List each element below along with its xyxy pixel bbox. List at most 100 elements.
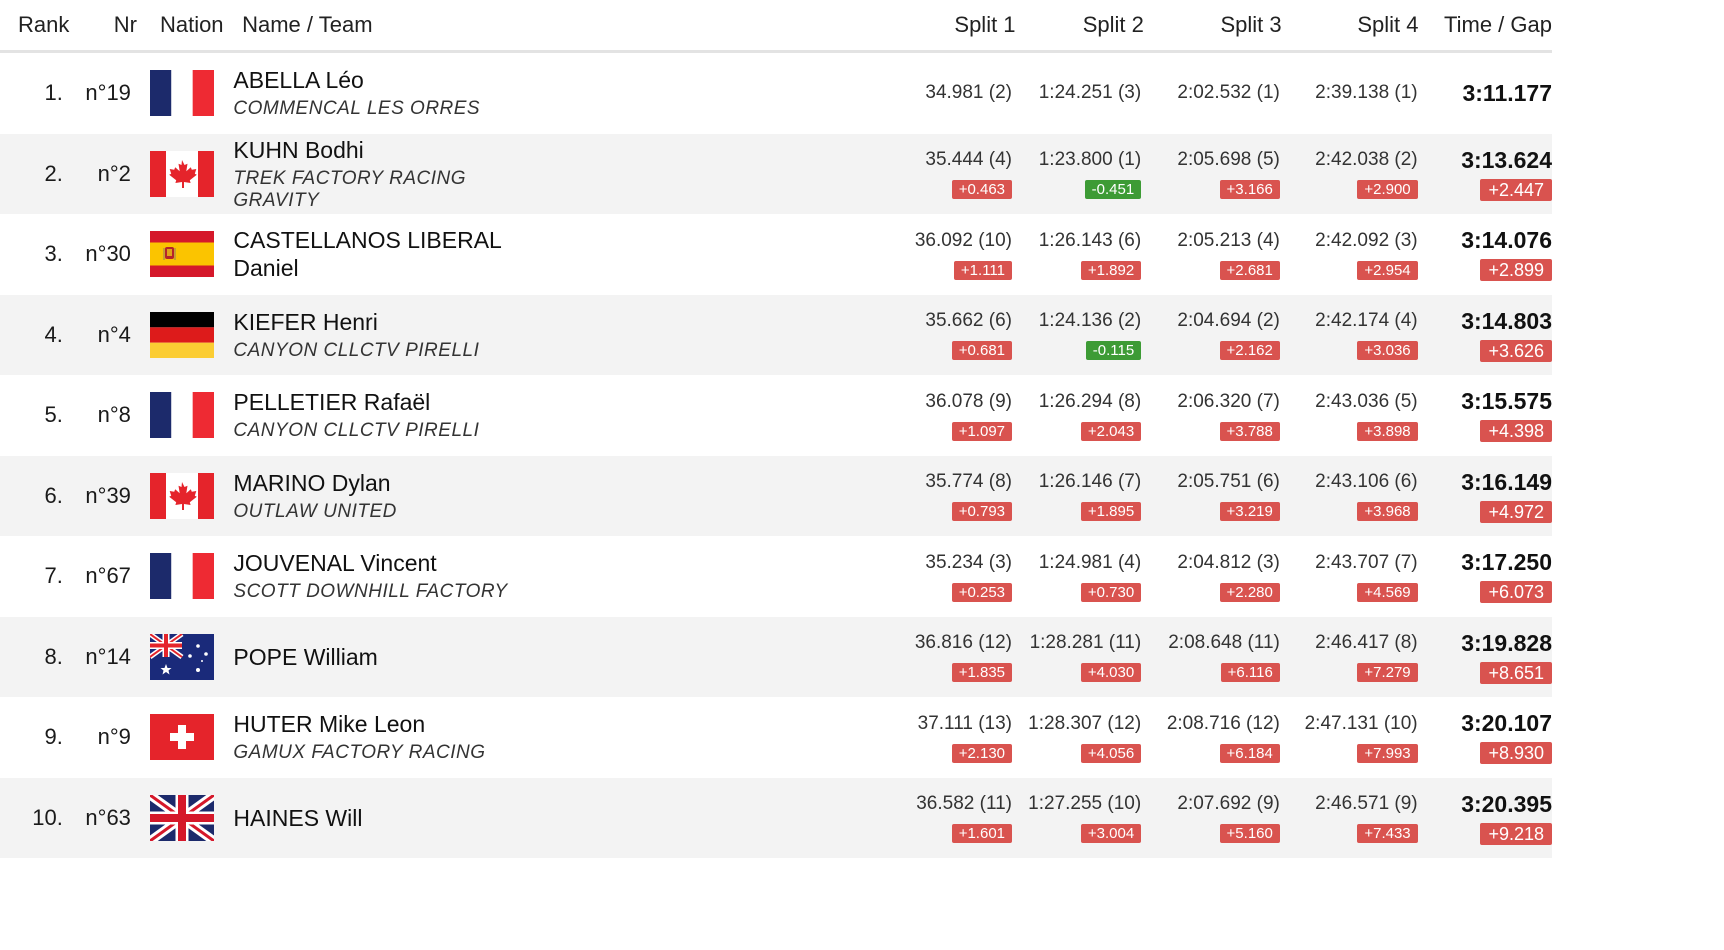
time-gap: 3:15.575 +4.398 — [1418, 388, 1552, 443]
split-1-time: 35.662 (6) — [925, 310, 1012, 332]
split-3-time: 2:08.716 (12) — [1166, 712, 1280, 734]
rider-name[interactable]: POPE William — [233, 643, 378, 670]
header-name-team[interactable]: Name / Team — [242, 12, 373, 37]
header-split-4[interactable]: Split 4 — [1357, 12, 1419, 37]
table-row[interactable]: 5. n°8 PELLETIER Rafaël CANYON CLLCTV PI… — [0, 375, 1552, 456]
table-row[interactable]: 4. n°4 KIEFER Henri CANYON CLLCTV PIRELL… — [0, 294, 1552, 375]
rider-name[interactable]: CASTELLANOS LIBERAL Daniel — [233, 227, 501, 282]
split-3: 2:04.812 (3) +2.280 — [1141, 551, 1280, 602]
split-2-gap-badge: +3.004 — [1080, 824, 1142, 844]
table-row[interactable]: 7. n°67 JOUVENAL Vincent SCOTT DOWNHILL … — [0, 536, 1552, 617]
flag-france-icon — [131, 392, 233, 439]
rider-name[interactable]: PELLETIER Rafaël — [233, 389, 431, 416]
table-row[interactable]: 2. n°2 KUHN Bodhi TREK FACTORY RACING GR… — [0, 133, 1552, 214]
rank: 7. — [44, 563, 63, 589]
split-3: 2:04.694 (2) +2.162 — [1141, 309, 1280, 361]
name-team: POPE William — [233, 643, 543, 671]
split-4-gap-badge: +7.993 — [1357, 743, 1418, 763]
split-3-time: 2:05.698 (5) — [1177, 149, 1280, 171]
bib-number: n°19 — [85, 80, 131, 106]
final-time: 3:20.107 — [1461, 710, 1552, 737]
header-split-1[interactable]: Split 1 — [954, 12, 1016, 37]
split-2: 1:24.251 (3) — [1012, 81, 1141, 105]
split-3-gap-badge: +3.219 — [1219, 502, 1280, 522]
table-row[interactable]: 8. n°14 POPE William 36.816 (12) +1.835 … — [0, 616, 1552, 697]
rider-name[interactable]: HUTER Mike Leon — [233, 711, 426, 738]
split-2: 1:24.136 (2) -0.115 — [1012, 309, 1142, 361]
table-row[interactable]: 10. n°63 HAINES Will 36.582 (11) +1.601 … — [0, 777, 1552, 858]
table-row[interactable]: 9. n°9 HUTER Mike Leon GAMUX FACTORY RAC… — [0, 697, 1552, 778]
bib-number: n°2 — [97, 160, 131, 186]
split-3-time: 2:05.213 (4) — [1177, 229, 1280, 251]
gap-badge: +8.651 — [1480, 661, 1552, 684]
header-split-3[interactable]: Split 3 — [1220, 12, 1282, 37]
split-2-gap-badge: +1.892 — [1080, 260, 1142, 280]
header-rank[interactable]: Rank — [18, 12, 70, 37]
split-3-gap-badge: +6.184 — [1219, 743, 1280, 763]
rider-name[interactable]: KIEFER Henri — [233, 308, 378, 335]
split-2: 1:26.146 (7) +1.895 — [1012, 470, 1142, 522]
name-team: MARINO Dylan OUTLAW UNITED — [233, 469, 543, 523]
rider-name[interactable]: HAINES Will — [233, 804, 363, 831]
table-row[interactable]: 3. n°30 CASTELLANOS LIBERAL Daniel 36.09… — [0, 214, 1552, 295]
split-4: 2:43.036 (5) +3.898 — [1280, 390, 1418, 441]
bib-number: n°4 — [97, 321, 131, 347]
split-4-gap-badge: +4.569 — [1357, 582, 1418, 602]
split-2-time: 1:24.251 (3) — [1038, 82, 1142, 104]
team-name: COMMENCAL LES ORRES — [233, 98, 481, 120]
rank: 8. — [44, 643, 63, 669]
split-1-time: 35.234 (3) — [925, 551, 1012, 573]
split-1-gap-badge: +0.681 — [951, 341, 1012, 361]
split-4-time: 2:47.131 (10) — [1304, 712, 1418, 734]
flag-france-icon — [131, 70, 233, 117]
split-2: 1:26.294 (8) +2.043 — [1012, 390, 1142, 441]
rank: 9. — [44, 724, 63, 750]
final-time: 3:13.624 — [1461, 146, 1552, 173]
final-time: 3:19.828 — [1461, 629, 1552, 656]
bib-number: n°30 — [85, 241, 131, 267]
flag-spain-icon — [131, 231, 233, 278]
team-name: SCOTT DOWNHILL FACTORY — [233, 581, 508, 603]
split-2-time: 1:26.143 (6) — [1038, 229, 1142, 251]
split-1-gap-badge: +2.130 — [951, 743, 1012, 763]
rank: 2. — [44, 160, 63, 186]
split-3-time: 2:02.532 (1) — [1177, 82, 1280, 104]
split-1-time: 36.092 (10) — [914, 229, 1012, 251]
time-gap: 3:14.076 +2.899 — [1418, 227, 1552, 282]
split-3-gap-badge: +2.280 — [1219, 582, 1280, 602]
split-4: 2:43.106 (6) +3.968 — [1280, 470, 1418, 522]
split-3-time: 2:04.812 (3) — [1177, 551, 1280, 573]
bib-number: n°67 — [85, 563, 131, 589]
header-time-gap[interactable]: Time / Gap — [1444, 12, 1552, 37]
rider-name[interactable]: JOUVENAL Vincent — [233, 550, 437, 577]
split-3: 2:05.213 (4) +2.681 — [1141, 229, 1280, 280]
split-3: 2:08.716 (12) +6.184 — [1141, 712, 1280, 763]
rank: 3. — [44, 241, 63, 267]
header-nr[interactable]: Nr — [113, 12, 137, 37]
rider-name[interactable]: MARINO Dylan — [233, 469, 391, 496]
split-1-gap-badge: +1.097 — [951, 421, 1012, 441]
header-split-2[interactable]: Split 2 — [1082, 12, 1144, 37]
bib-number: n°9 — [97, 724, 131, 750]
rank: 4. — [44, 321, 63, 347]
bib-number: n°14 — [85, 643, 131, 669]
split-3: 2:08.648 (11) +6.116 — [1141, 631, 1280, 683]
split-2: 1:28.281 (11) +4.030 — [1012, 631, 1142, 683]
split-4: 2:42.038 (2) +2.900 — [1280, 148, 1418, 200]
time-gap: 3:16.149 +4.972 — [1418, 469, 1552, 523]
table-row[interactable]: 6. n°39 MARINO Dylan OUTLAW UNITED 35.77… — [0, 455, 1552, 536]
flag-germany-icon — [131, 311, 233, 358]
header-nation[interactable]: Nation — [159, 12, 224, 37]
results-rows: 1. n°19 ABELLA Léo COMMENCAL LES ORRES 3… — [0, 53, 1552, 858]
split-2: 1:27.255 (10) +3.004 — [1012, 792, 1142, 844]
rider-name[interactable]: KUHN Bodhi — [233, 136, 364, 163]
split-4-gap-badge: +3.968 — [1357, 502, 1418, 522]
rider-name[interactable]: ABELLA Léo — [233, 67, 364, 94]
split-1-time: 37.111 (13) — [917, 712, 1012, 734]
table-row[interactable]: 1. n°19 ABELLA Léo COMMENCAL LES ORRES 3… — [0, 53, 1552, 134]
split-2-gap-badge: -0.115 — [1085, 341, 1142, 361]
gap-badge: +6.073 — [1480, 581, 1552, 604]
rank: 1. — [44, 80, 63, 106]
split-2-time: 1:28.307 (12) — [1028, 712, 1142, 734]
split-2: 1:28.307 (12) +4.056 — [1012, 712, 1142, 763]
